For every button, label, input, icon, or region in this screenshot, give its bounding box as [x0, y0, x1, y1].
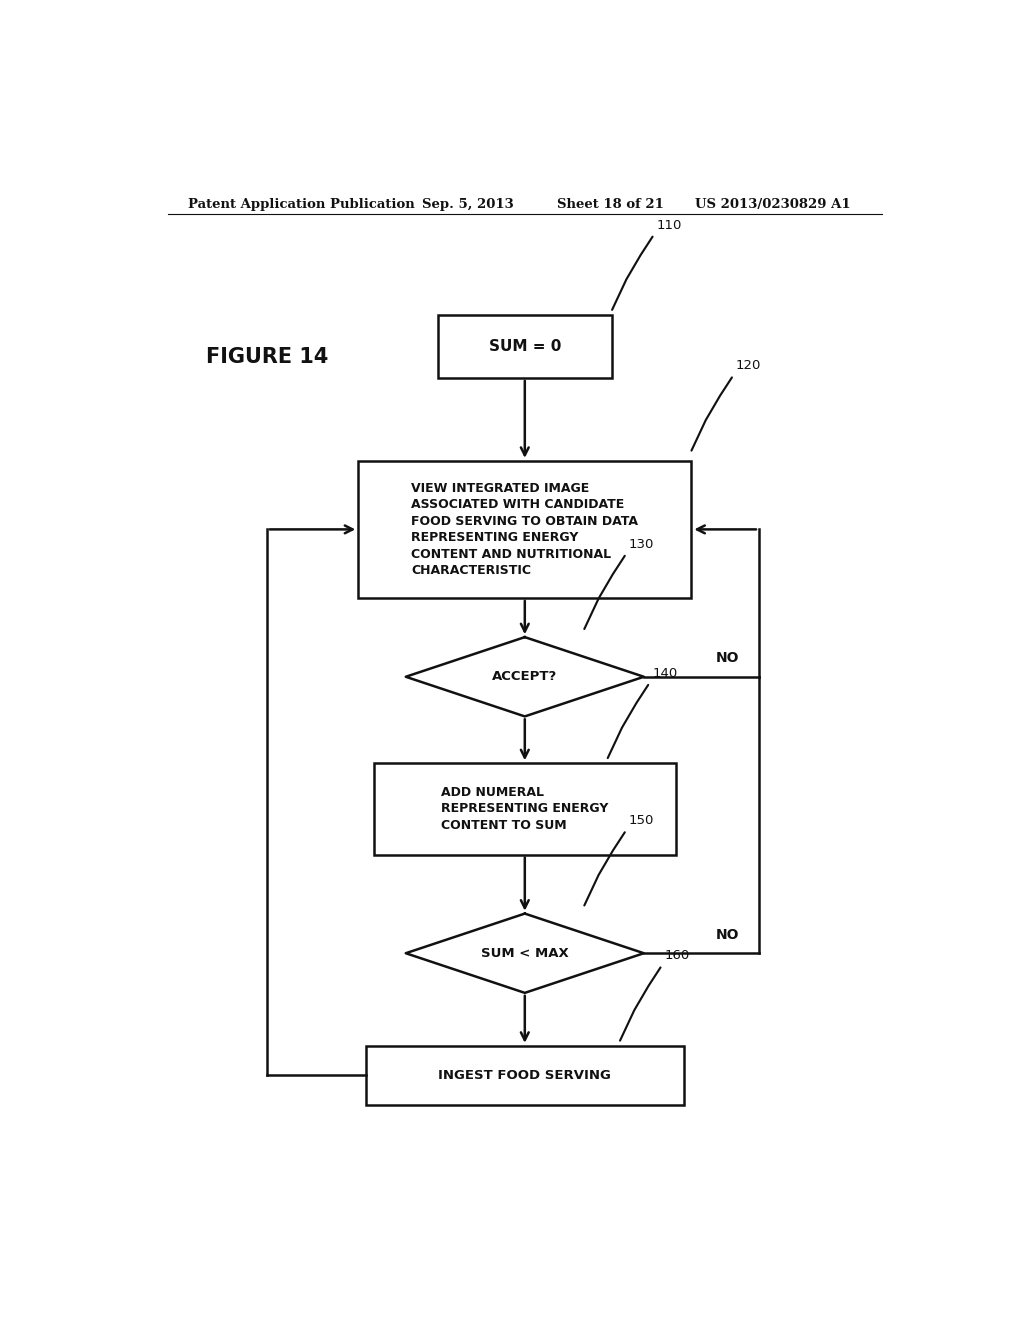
- Text: NO: NO: [715, 928, 738, 942]
- Text: 120: 120: [736, 359, 761, 372]
- Bar: [367, 1045, 684, 1105]
- Polygon shape: [406, 638, 644, 717]
- Text: 150: 150: [629, 814, 654, 828]
- Bar: [358, 461, 691, 598]
- Text: VIEW INTEGRATED IMAGE
ASSOCIATED WITH CANDIDATE
FOOD SERVING TO OBTAIN DATA
REPR: VIEW INTEGRATED IMAGE ASSOCIATED WITH CA…: [412, 482, 638, 577]
- Text: 130: 130: [629, 537, 654, 550]
- Bar: [374, 763, 676, 854]
- Text: INGEST FOOD SERVING: INGEST FOOD SERVING: [438, 1069, 611, 1081]
- Polygon shape: [406, 913, 644, 993]
- Text: ACCEPT?: ACCEPT?: [493, 671, 557, 684]
- Text: SUM < MAX: SUM < MAX: [481, 946, 568, 960]
- Text: US 2013/0230829 A1: US 2013/0230829 A1: [695, 198, 851, 211]
- Text: ADD NUMERAL
REPRESENTING ENERGY
CONTENT TO SUM: ADD NUMERAL REPRESENTING ENERGY CONTENT …: [441, 785, 608, 832]
- Bar: [437, 315, 612, 378]
- Text: 110: 110: [656, 219, 682, 231]
- Text: Sep. 5, 2013: Sep. 5, 2013: [422, 198, 513, 211]
- Text: FIGURE 14: FIGURE 14: [206, 347, 328, 367]
- Text: Patent Application Publication: Patent Application Publication: [187, 198, 415, 211]
- Text: NO: NO: [715, 652, 738, 665]
- Text: 160: 160: [665, 949, 690, 962]
- Text: Sheet 18 of 21: Sheet 18 of 21: [557, 198, 664, 211]
- Text: 140: 140: [652, 667, 678, 680]
- Text: SUM = 0: SUM = 0: [488, 339, 561, 354]
